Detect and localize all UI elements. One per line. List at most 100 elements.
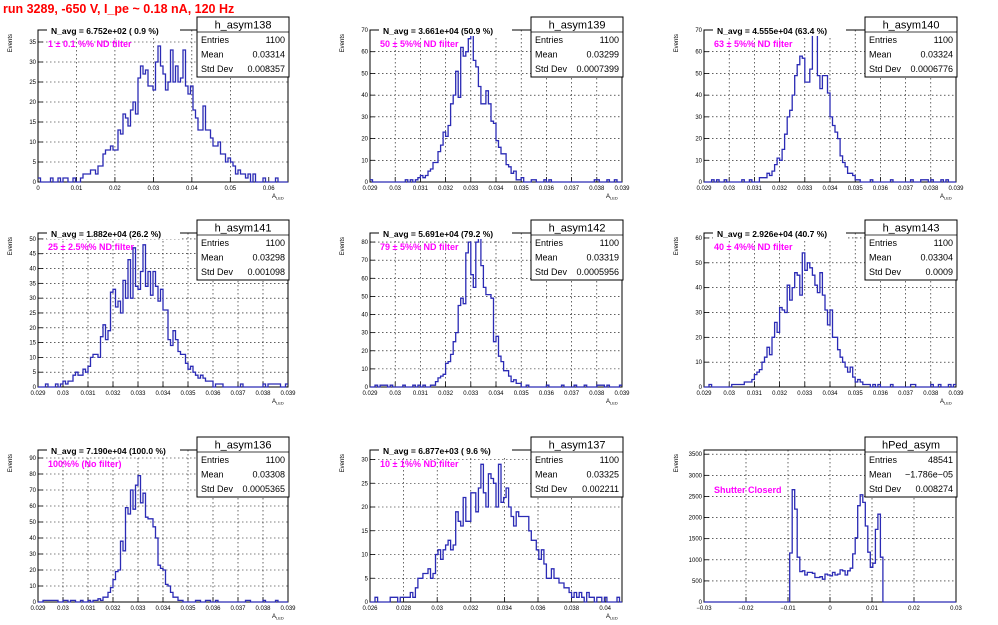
x-tick-label: 0.032 xyxy=(438,391,454,397)
y-tick-label: 25 xyxy=(29,80,36,86)
stats-value: 0.03319 xyxy=(586,253,619,263)
y-tick-label: 10 xyxy=(695,158,702,164)
x-tick-label: 0.035 xyxy=(848,391,864,397)
stats-label: Mean xyxy=(201,470,224,480)
y-tick-label: 80 xyxy=(361,240,368,246)
histogram-panel-h_asym142: 0.029 0.03 0.031 0.032 0.033 0.034 0.035 0.036 0… xyxy=(340,219,630,406)
x-tick-label: 0.034 xyxy=(488,186,504,192)
stats-value: 0.008357 xyxy=(247,64,285,74)
histogram-line xyxy=(38,474,288,603)
histogram-line xyxy=(370,29,622,183)
x-tick-label: 0.032 xyxy=(105,606,121,612)
histogram-panel-hPed_asym: −0.03 −0.02 −0.01 0 0.01 0.02 0.03 0 500 1000 1500… xyxy=(674,436,962,612)
navg-label: N_avg = 4.555e+04 (63.4 %) xyxy=(717,26,827,36)
x-tick-label: 0.037 xyxy=(564,391,580,397)
stats-box: h_asym139 Entries 1100 Mean 0.03299 Std Dev 0.… xyxy=(530,16,624,78)
y-tick-label: 10 xyxy=(361,553,368,559)
stats-value: 0.008274 xyxy=(915,484,953,494)
y-tick-label: 10 xyxy=(29,355,36,361)
y-tick-label: 50 xyxy=(29,237,36,243)
x-axis-title: ALED xyxy=(606,399,618,406)
x-tick-label: 0.03 xyxy=(389,391,401,397)
y-tick-label: 30 xyxy=(361,331,368,337)
y-tick-label: 30 xyxy=(361,115,368,121)
histogram-line xyxy=(704,252,956,388)
y-tick-label: 10 xyxy=(29,584,36,590)
y-tick-label: 50 xyxy=(29,520,36,526)
stats-box: h_asym136 Entries 1100 Mean 0.03308 Std Dev 0.… xyxy=(196,436,290,498)
stats-label: Entries xyxy=(201,35,230,45)
y-tick-label: 70 xyxy=(695,28,702,34)
x-tick-label: 0 xyxy=(36,186,40,192)
stats-value: 0.03324 xyxy=(920,50,953,60)
y-tick-label: 10 xyxy=(29,140,36,146)
x-tick-label: 0.01 xyxy=(71,186,83,192)
histogram-panel-h_asym138: 0 0.01 0.02 0.03 0.04 0.05 0.06 0 5 10 15 20 25 30 35 E… xyxy=(8,16,290,201)
navg-bg xyxy=(379,25,512,36)
y-tick-label: 5 xyxy=(33,160,37,166)
stats-label: Mean xyxy=(201,50,224,60)
stats-label: Std Dev xyxy=(869,484,902,494)
x-tick-label: 0.031 xyxy=(80,391,96,397)
stats-value: 0.002211 xyxy=(582,484,619,494)
x-tick-label: 0.032 xyxy=(772,391,788,397)
stats-box: h_asym142 Entries 1100 Mean 0.03319 Std Dev 0.… xyxy=(530,219,624,281)
y-tick-label: 30 xyxy=(695,115,702,121)
stats-value: 1100 xyxy=(266,455,285,465)
y-tick-label: 40 xyxy=(361,313,368,319)
stats-label: Std Dev xyxy=(535,64,568,74)
y-tick-label: 5 xyxy=(33,370,37,376)
x-tick-label: 0.02 xyxy=(908,606,920,612)
x-tick-label: 0.037 xyxy=(564,186,580,192)
y-tick-label: 60 xyxy=(695,236,702,242)
x-tick-label: 0.029 xyxy=(30,606,46,612)
x-tick-label: 0.031 xyxy=(747,186,763,192)
y-tick-label: 70 xyxy=(361,258,368,264)
x-tick-label: 0.032 xyxy=(463,606,479,612)
histogram-name: h_asym141 xyxy=(215,223,272,235)
histogram-name: hPed_asym xyxy=(882,440,940,452)
stats-label: Std Dev xyxy=(201,64,234,74)
stats-box-frame xyxy=(530,219,624,281)
y-tick-label: 45 xyxy=(29,252,36,258)
stats-value: 0.03299 xyxy=(586,50,619,60)
x-tick-label: 0.036 xyxy=(539,186,555,192)
stats-box-frame xyxy=(196,16,290,78)
y-axis-title: Events xyxy=(8,237,14,255)
histogram-line xyxy=(370,463,622,603)
x-tick-label: 0.01 xyxy=(866,606,878,612)
y-tick-label: 25 xyxy=(29,311,36,317)
stats-value: 0.03304 xyxy=(920,253,953,263)
stats-label: Std Dev xyxy=(201,267,234,277)
stats-value: 0.0009 xyxy=(925,267,953,277)
y-axis-title: Events xyxy=(340,237,346,255)
x-tick-label: 0.037 xyxy=(230,606,246,612)
navg-label: N_avg = 6.877e+03 ( 9.6 %) xyxy=(383,446,491,456)
stats-label: Std Dev xyxy=(869,64,902,74)
stats-label: Std Dev xyxy=(201,484,234,494)
navg-bg xyxy=(47,445,180,456)
stats-box: h_asym138 Entries 1100 Mean 0.03314 Std Dev 0.… xyxy=(196,16,290,78)
y-tick-label: 20 xyxy=(29,326,36,332)
navg-bg xyxy=(47,25,180,36)
x-tick-label: 0.031 xyxy=(80,606,96,612)
x-tick-label: 0.04 xyxy=(186,186,198,192)
x-tick-label: 0.039 xyxy=(280,391,296,397)
x-axis-title: ALED xyxy=(606,614,618,621)
histogram-name: h_asym139 xyxy=(549,20,606,32)
x-tick-label: 0.03 xyxy=(57,391,69,397)
y-tick-label: 15 xyxy=(29,341,36,347)
filter-annotation: 79 ± 5%% ND filter xyxy=(380,242,459,252)
stats-label: Entries xyxy=(201,455,230,465)
y-axis-title: Events xyxy=(8,34,14,52)
navg-bg xyxy=(379,445,512,456)
y-tick-label: 0 xyxy=(699,600,703,606)
navg-bg xyxy=(713,228,846,239)
y-tick-label: 10 xyxy=(361,158,368,164)
y-axis-title: Events xyxy=(8,454,14,472)
y-tick-label: 3500 xyxy=(689,452,703,458)
x-tick-label: 0.039 xyxy=(614,186,630,192)
y-tick-label: 0 xyxy=(365,180,369,186)
y-tick-label: 60 xyxy=(695,50,702,56)
x-tick-label: 0.034 xyxy=(155,606,171,612)
